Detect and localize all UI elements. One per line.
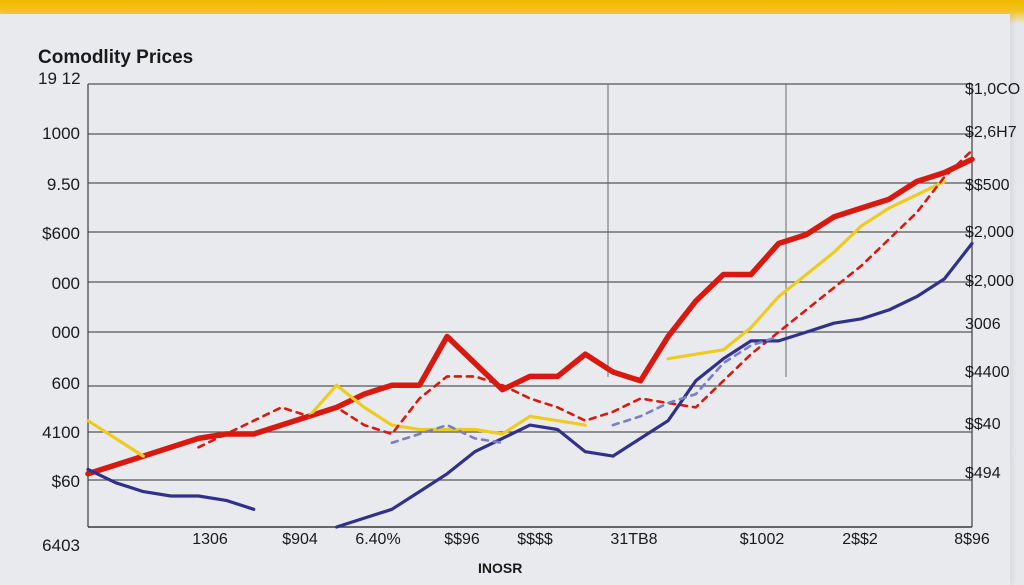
x-tick-label-5: 31TB8 (610, 531, 657, 548)
left-axis-label-2: $600 (42, 224, 80, 243)
left-axis-label-0: 1000 (42, 124, 80, 143)
x-tick-label-8: 8$96 (954, 531, 990, 548)
series-line-2-segment-0 (197, 149, 974, 449)
left-axis-label-4: 000 (52, 323, 80, 342)
right-axis-label-3: $2,000 (965, 224, 1014, 241)
right-axis-label-8: $494 (965, 465, 1001, 482)
right-axis-label-0: $1,0CO (965, 81, 1020, 98)
series-line-0-segment-0 (85, 156, 975, 477)
right-axis-label-5: 3006 (965, 316, 1001, 333)
series-line-1-segment-0 (86, 419, 145, 458)
right-axis-label-4: $2,000 (965, 273, 1014, 290)
series-line-4-segment-0 (390, 423, 504, 445)
series-line-1-segment-1 (307, 383, 587, 436)
x-axis-title: INOSR (478, 560, 522, 576)
x-tick-label-2: 6.40% (355, 531, 400, 548)
right-axis-label-7: $$40 (965, 416, 1001, 433)
right-axis-label-1: $2,6H7 (965, 124, 1017, 141)
right-axis-label-2: $$500 (965, 177, 1010, 194)
left-axis-label-5: 600 (52, 374, 80, 393)
x-tick-label-0: 1306 (192, 531, 228, 548)
left-axis-label-7: $60 (52, 472, 80, 491)
series-lines (85, 149, 975, 529)
chart-title: Comodlity Prices (38, 47, 193, 68)
x-tick-label-6: $1002 (740, 531, 785, 548)
left-axis-label-8: 6403 (42, 536, 80, 555)
x-tick-label-1: $904 (282, 531, 318, 548)
x-tick-label-7: 2$$2 (842, 531, 878, 548)
series-line-3-segment-0 (86, 467, 256, 511)
x-tick-label-3: $$96 (444, 531, 480, 548)
series-line-4-segment-1 (611, 335, 780, 427)
series-line-1-segment-2 (666, 179, 947, 361)
left-axis-label-1: 9.50 (47, 175, 80, 194)
series-line-3-segment-1 (335, 241, 974, 529)
chart-subtitle: 19 12 (38, 69, 81, 88)
axis-labels: 1000 9.50 $600 000 000 600 4100 $60 6403 $1,0CO $2… (42, 81, 1020, 555)
x-tick-label-4: $$$$ (517, 531, 553, 548)
chart-paper (0, 14, 1010, 585)
left-axis-label-6: 4100 (42, 423, 80, 442)
left-axis-label-3: 000 (52, 274, 80, 293)
right-axis-label-6: $4400 (965, 364, 1010, 381)
axes (87, 84, 973, 528)
